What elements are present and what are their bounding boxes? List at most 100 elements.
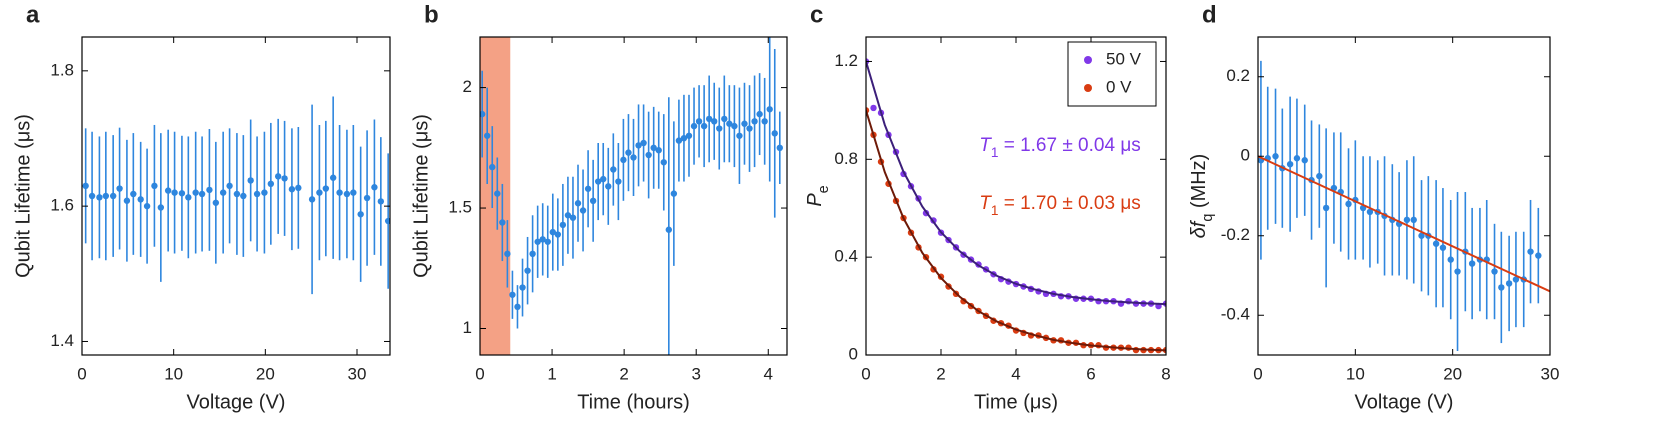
panel-label: a: [26, 1, 40, 28]
data-point: [1418, 232, 1425, 239]
plot-area: [480, 37, 783, 355]
data-point: [625, 149, 632, 156]
data-point: [116, 185, 123, 192]
annotation-main: T: [979, 135, 992, 156]
data-point: [519, 284, 526, 291]
data-point: [534, 238, 541, 245]
data-point: [1498, 284, 1505, 291]
data-point: [731, 122, 738, 130]
data-point: [233, 190, 241, 198]
x-tick-label: 1: [547, 364, 556, 383]
y-axis-label: Pe: [804, 185, 832, 206]
data-point: [736, 132, 743, 139]
annotation: T1 = 1.70 ± 0.03 μs: [979, 193, 1141, 218]
data-point: [870, 104, 877, 112]
data-point: [1272, 153, 1279, 160]
data-point: [766, 106, 773, 113]
y-tick-label: 0.2: [1226, 66, 1250, 85]
x-tick-label: 3: [691, 364, 700, 383]
plot-area: [82, 96, 390, 295]
x-tick-label: 0: [77, 364, 86, 383]
data-point: [635, 142, 642, 149]
data-point: [716, 125, 723, 132]
data-point: [509, 291, 516, 298]
data-point: [308, 196, 316, 203]
panel: 0 10 20 30 -0.4 -0.2 0 0.2 Voltage (V) δfq (MHz) d: [1188, 1, 1559, 413]
x-tick-label: 2: [619, 364, 628, 383]
data-point: [185, 194, 192, 201]
data-point: [559, 221, 567, 229]
data-point: [1512, 276, 1520, 283]
data-point: [253, 190, 261, 198]
legend-box: [1067, 41, 1157, 107]
data-point: [343, 190, 351, 198]
data-point: [1432, 240, 1440, 247]
plot-area: [1258, 60, 1550, 352]
y-tick-label: 0.4: [834, 247, 858, 266]
x-tick-label: 0: [475, 364, 484, 383]
data-point: [670, 190, 678, 197]
y-tick-label: 0: [1241, 146, 1250, 165]
data-point: [137, 196, 144, 203]
data-point: [357, 211, 364, 218]
data-point: [640, 139, 647, 147]
data-point: [615, 178, 622, 185]
data-point: [1527, 248, 1534, 255]
shaded-region: [480, 37, 511, 355]
data-point: [1505, 280, 1513, 287]
annotation-main: T: [979, 193, 992, 214]
annotation-rest: = 1.67 ± 0.04 μs: [998, 135, 1140, 156]
data-point: [363, 194, 371, 202]
panel: 0 10 20 30 1.4 1.6 1.8 Voltage (V) Qubit Lifetim…: [12, 1, 391, 413]
data-point: [109, 192, 117, 200]
data-point: [574, 200, 582, 207]
annotation-rest: = 1.70 ± 0.03 μs: [998, 193, 1140, 214]
data-point: [579, 207, 587, 214]
data-point: [660, 159, 667, 166]
y-tick-label: 1.5: [448, 198, 472, 217]
data-point: [665, 226, 673, 233]
data-point: [564, 212, 572, 219]
y-axis-label: Qubit Lifetime (μs): [410, 114, 432, 278]
data-point: [371, 184, 378, 191]
y-tick-label: 1.2: [834, 51, 858, 70]
data-point: [594, 178, 602, 185]
data-point: [610, 166, 617, 173]
y-axis-label-sub: q: [1200, 214, 1216, 222]
data-point: [143, 202, 151, 210]
data-point: [329, 174, 337, 181]
data-point: [123, 197, 131, 204]
x-axis-label: Voltage (V): [1355, 391, 1454, 413]
data-point: [690, 122, 698, 130]
data-point: [1410, 216, 1417, 224]
data-point: [620, 156, 627, 164]
y-tick-label: 1: [463, 318, 472, 337]
fit-line: [866, 110, 1166, 352]
annotation-sub: 1: [991, 145, 999, 160]
x-tick-label: 0: [1253, 364, 1262, 383]
data-point: [240, 192, 247, 200]
data-point: [771, 130, 778, 137]
legend-label: 0 V: [1106, 77, 1132, 96]
data-point: [650, 144, 657, 152]
data-point: [529, 250, 536, 258]
legend-marker: [1084, 84, 1092, 92]
data-point: [267, 180, 275, 188]
y-tick-label: -0.4: [1221, 305, 1250, 324]
data-point: [178, 190, 186, 197]
data-point: [1366, 208, 1374, 216]
x-tick-label: 0: [861, 364, 870, 383]
legend-marker: [1084, 56, 1092, 64]
data-point: [1316, 172, 1323, 180]
data-point: [102, 192, 110, 200]
y-tick-label: 0.8: [834, 149, 858, 168]
axes-frame: [479, 36, 788, 356]
data-point: [600, 175, 607, 183]
data-point: [1491, 268, 1498, 275]
data-point: [157, 204, 165, 211]
data-point: [164, 187, 172, 194]
data-point: [524, 267, 531, 274]
data-point: [1345, 200, 1352, 208]
y-axis-label-rest: (MHz): [1188, 154, 1210, 214]
